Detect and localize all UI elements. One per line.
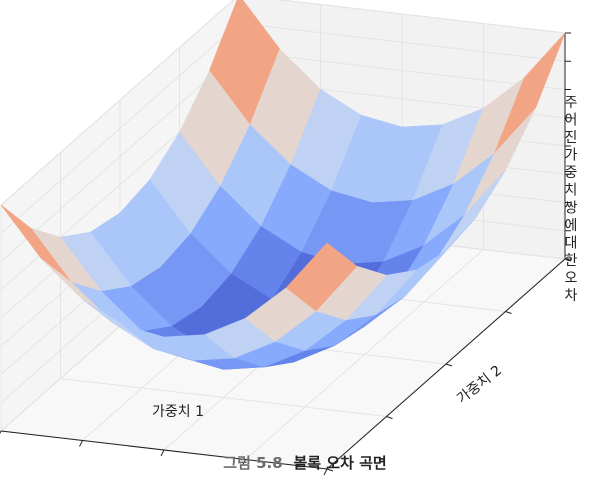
back-grid-line bbox=[238, 51, 566, 90]
surface bbox=[0, 0, 566, 370]
x-axis-tick bbox=[79, 440, 83, 447]
y-axis-tick bbox=[445, 363, 453, 367]
y-axis-label-group: 가중치 2 bbox=[454, 363, 505, 408]
left-grid-line bbox=[0, 0, 235, 206]
x-axis-tick bbox=[242, 459, 246, 466]
z-axis-label-char: 차 bbox=[565, 288, 578, 304]
y-axis-tick bbox=[505, 311, 512, 314]
z-axis-label-char: 쌍 bbox=[565, 200, 578, 216]
figure-number: 그림 5.8 bbox=[223, 454, 283, 472]
x-axis-tick bbox=[323, 468, 328, 476]
z-axis-label-char: 오 bbox=[565, 271, 578, 287]
z-axis-label-char: 치 bbox=[565, 183, 578, 199]
z-axis-label-char: 가 bbox=[565, 148, 578, 164]
back-grid-line bbox=[277, 0, 566, 34]
left-grid-line bbox=[0, 51, 240, 262]
floor-grid-line bbox=[245, 249, 484, 460]
surface-patch bbox=[285, 242, 358, 312]
left-grid-line bbox=[0, 22, 240, 234]
x-axis-tick bbox=[160, 449, 165, 457]
z-axis-label-char: 진 bbox=[565, 130, 578, 146]
y-axis-label: 가중치 2 bbox=[454, 363, 505, 408]
back-grid-line bbox=[238, 22, 566, 62]
z-axis-label-char: 주 bbox=[565, 95, 578, 111]
z-axis-label-char: 한 bbox=[565, 253, 578, 269]
y-axis-tick bbox=[386, 416, 393, 419]
axis-lines bbox=[0, 32, 572, 476]
z-axis-label-char: 중 bbox=[565, 165, 578, 181]
z-axis-label-char: 대 bbox=[565, 235, 578, 251]
figure-caption: 그림 5.8 볼록 오차 곡면 bbox=[0, 452, 610, 473]
z-axis-label-char: 어 bbox=[565, 113, 578, 129]
z-axis-label-char: 에 bbox=[565, 218, 578, 234]
y-axis-tick bbox=[326, 468, 334, 472]
x-axis-label-group: 가중치 1 bbox=[152, 404, 204, 420]
figure-title: 볼록 오차 곡면 bbox=[293, 454, 387, 472]
x-axis-label: 가중치 1 bbox=[152, 404, 204, 420]
x-axis-tick bbox=[0, 430, 2, 435]
